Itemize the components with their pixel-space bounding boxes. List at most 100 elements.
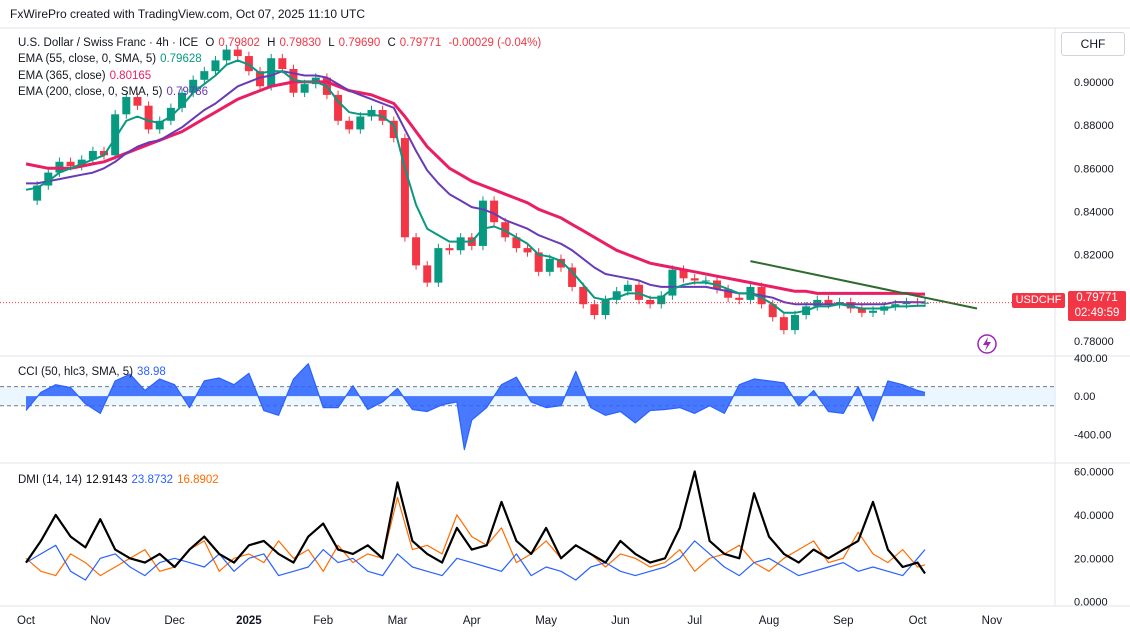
bolt-icon: [983, 337, 991, 351]
current-price-tag: 0.79771 02:49:59: [1068, 291, 1126, 321]
candle-body: [545, 258, 554, 272]
candle-body: [412, 237, 421, 266]
candle-body: [612, 291, 621, 300]
dmi-adx-value: 12.9143: [85, 474, 128, 486]
candle-body: [623, 284, 632, 292]
ema55-line: [25, 59, 925, 314]
x-tick-label: May: [535, 615, 557, 627]
candle-body: [846, 302, 855, 309]
legend-ema365: EMA (365, close) 0.80165: [18, 70, 155, 82]
ohlc-l-value: 0.79690: [338, 37, 381, 49]
candle-body: [256, 71, 265, 87]
candle-body: [768, 304, 777, 318]
dmi-plus-value: 23.8732: [131, 474, 174, 486]
candle-body: [33, 185, 42, 201]
candle-body: [857, 308, 866, 313]
legend-title: U.S. Dollar / Swiss Franc · 4h · ICE: [18, 37, 199, 49]
dmi-minus-value: 16.8902: [177, 474, 219, 486]
price-tick-label: 0.84000: [1074, 206, 1114, 218]
legend-cci: CCI (50, hlc3, SMA, 5) 38.98: [18, 366, 170, 378]
candle-body: [490, 200, 499, 223]
dmi-label: DMI (14, 14): [18, 474, 82, 486]
cci-tick-label: 400.00: [1074, 353, 1108, 365]
cci-tick-label: -400.00: [1074, 429, 1111, 441]
dmi-tick-label: 40.0000: [1074, 510, 1114, 522]
ohlc-o-value: 0.79802: [218, 37, 260, 49]
x-tick-label: Jul: [687, 615, 702, 627]
candle-body: [367, 110, 376, 117]
x-tick-label: Dec: [164, 615, 185, 627]
candle-body: [556, 258, 565, 268]
candle-body: [478, 200, 487, 246]
candle-body: [534, 252, 543, 272]
candle-body: [445, 248, 454, 251]
ohlc-l-key: L: [328, 37, 335, 49]
x-tick-label: Aug: [759, 615, 779, 627]
candle-body: [378, 110, 387, 121]
legend-dmi: DMI (14, 14) 12.9143 23.8732 16.8902: [18, 474, 223, 486]
candle-body: [668, 269, 677, 296]
ema365-line: [25, 80, 925, 296]
ohlc-h-key: H: [267, 37, 276, 49]
ohlc-o-key: O: [205, 37, 215, 49]
cci-value: 38.98: [137, 366, 166, 378]
trendline: [750, 260, 978, 310]
ema200-label: EMA (200, close, 0, SMA, 5): [18, 86, 163, 98]
header-credit: FxWirePro created with TradingView.com, …: [10, 7, 366, 21]
legend-ema200: EMA (200, close, 0, SMA, 5) 0.79786: [18, 86, 212, 98]
cci-tick-label: 0.00: [1074, 391, 1095, 403]
legend-ema55: EMA (55, close, 0, SMA, 5) 0.79628: [18, 53, 206, 65]
candle-body: [356, 116, 365, 130]
price-tick-label: 0.88000: [1074, 120, 1114, 132]
candle-body: [835, 302, 844, 305]
x-tick-label: Mar: [388, 615, 408, 627]
bar-countdown: 02:49:59: [1074, 307, 1120, 319]
candle-body: [144, 105, 153, 130]
candle-body: [579, 286, 588, 305]
candle-body: [178, 92, 187, 108]
candle-body: [701, 280, 710, 282]
x-tick-label: Feb: [313, 615, 333, 627]
candle-body: [300, 84, 309, 93]
cci-line: [25, 363, 926, 451]
cci-label: CCI (50, hlc3, SMA, 5): [18, 366, 134, 378]
candle-body: [779, 317, 788, 331]
candle-body: [456, 237, 465, 251]
price-tick-label: 0.90000: [1074, 77, 1114, 89]
candle-body: [568, 267, 577, 287]
candle-body: [423, 265, 432, 283]
candle-body: [523, 248, 532, 253]
candle-body: [100, 151, 109, 156]
candle-body: [921, 302, 930, 304]
candle-body: [44, 172, 53, 186]
ohlc-h-value: 0.79830: [279, 37, 322, 49]
symbol-tag: USDCHF: [1012, 293, 1065, 308]
candle-body: [679, 269, 688, 279]
candle-body: [813, 299, 822, 307]
candle-body: [869, 310, 878, 313]
candle-body: [111, 114, 120, 156]
candle-body: [590, 304, 599, 315]
x-tick-label: Apr: [463, 615, 481, 627]
x-tick-label: Oct: [909, 615, 928, 627]
candle-body: [400, 138, 409, 238]
candle-body: [512, 237, 521, 249]
candle-body: [267, 58, 276, 87]
x-tick-label: Sep: [833, 615, 853, 627]
candle-body: [200, 71, 209, 80]
candle-body: [601, 299, 610, 315]
x-tick-label: Jun: [611, 615, 630, 627]
ema200-line: [26, 70, 925, 306]
replay-bolt-icon: [977, 334, 997, 354]
candle-body: [88, 151, 97, 160]
legend-ohlc: O 0.79802 H 0.79830 L 0.79690 C 0.79771 -0.0…: [205, 37, 545, 49]
cci-area: [26, 363, 926, 450]
currency-button[interactable]: CHF: [1061, 32, 1125, 56]
candle-body: [646, 299, 655, 305]
x-tick-label: Oct: [17, 615, 36, 627]
candle-body: [735, 297, 744, 300]
ema365-value: 0.80165: [109, 70, 152, 82]
x-tick-label: 2025: [236, 615, 262, 627]
